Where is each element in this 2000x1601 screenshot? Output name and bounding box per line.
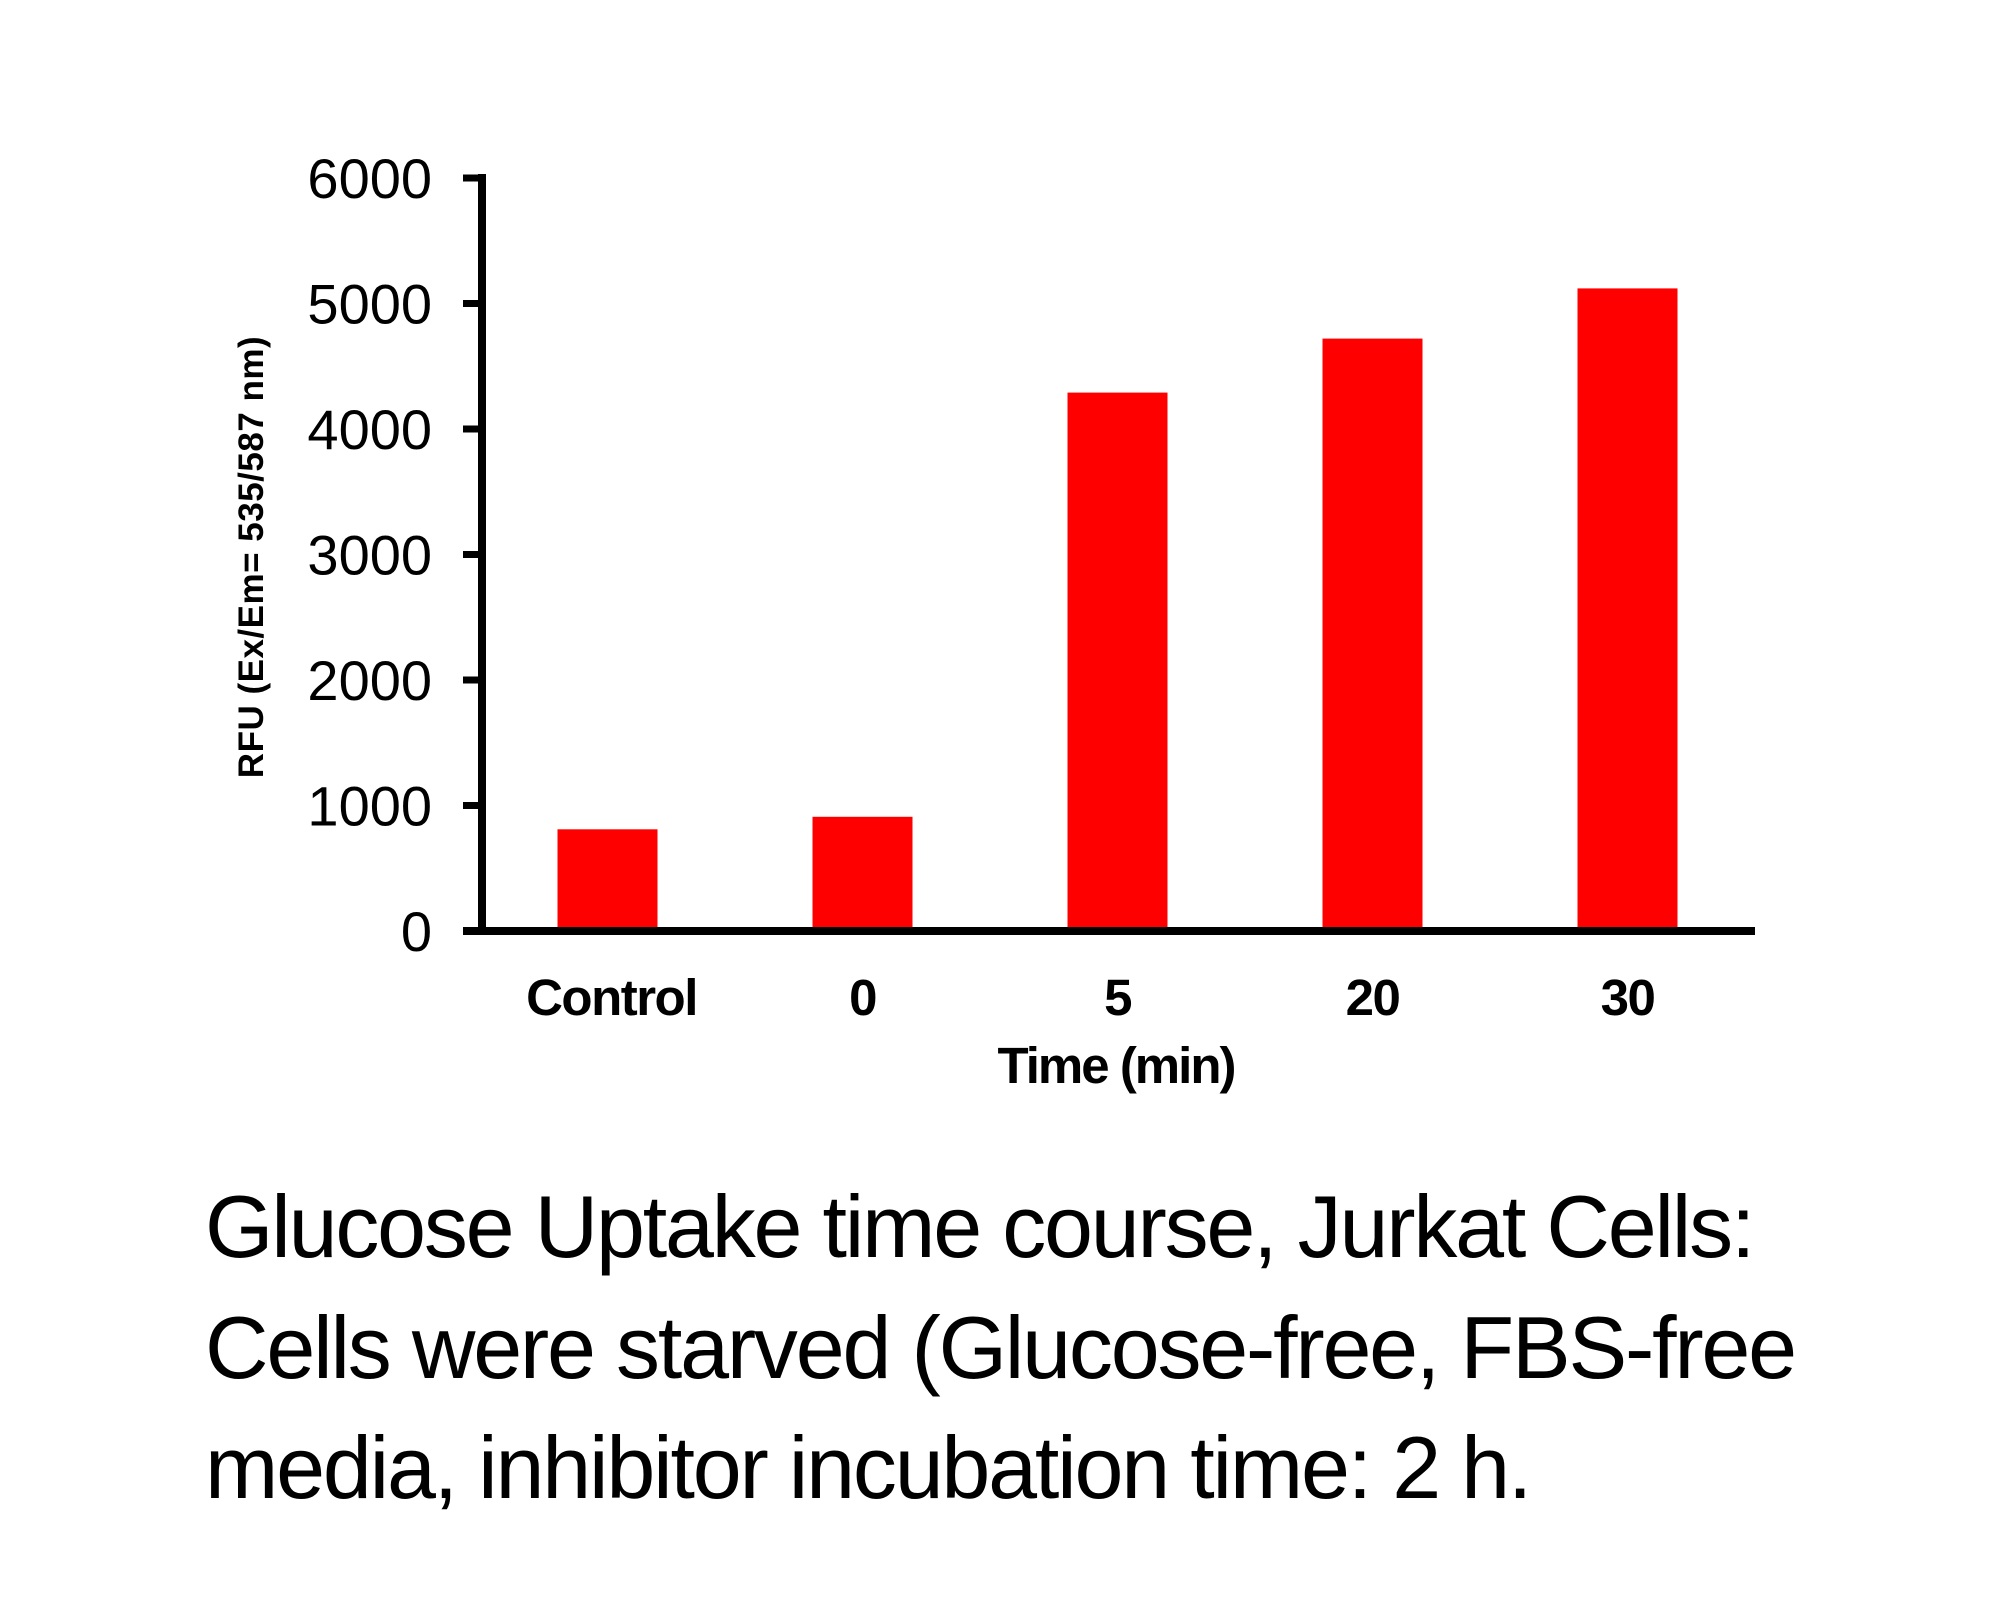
bar-5 bbox=[1067, 392, 1168, 932]
bar-0 bbox=[812, 816, 913, 931]
caption-line-1: Glucose Uptake time course, Jurkat Cells… bbox=[205, 1177, 1755, 1276]
x-tick-label: Control bbox=[526, 969, 697, 1026]
x-tick-label: 20 bbox=[1346, 969, 1400, 1026]
x-axis-category-labels: Control 0 5 20 30 bbox=[526, 969, 1656, 1026]
x-tick-label: 30 bbox=[1601, 969, 1655, 1026]
figure-caption: Glucose Uptake time course, Jurkat Cells… bbox=[205, 1167, 1995, 1529]
y-tick-label: 6000 bbox=[307, 147, 432, 210]
y-axis-ticks: 0 1000 2000 3000 4000 5000 6000 bbox=[307, 147, 482, 963]
y-tick-label: 1000 bbox=[307, 775, 432, 838]
bar-control bbox=[557, 829, 658, 931]
y-axis-title: RFU (Ex/Em= 535/587 nm) bbox=[232, 336, 271, 778]
y-tick-label: 3000 bbox=[307, 524, 432, 587]
y-tick-label: 0 bbox=[401, 900, 432, 963]
bars-group bbox=[557, 288, 1678, 932]
y-tick-label: 4000 bbox=[307, 398, 432, 461]
caption-line-3: media, inhibitor incubation time: 2 h. bbox=[205, 1418, 1532, 1517]
x-axis-title: Time (min) bbox=[998, 1037, 1235, 1094]
bar-30 bbox=[1577, 288, 1678, 931]
y-tick-label: 5000 bbox=[307, 273, 432, 336]
x-tick-label: 5 bbox=[1104, 969, 1131, 1026]
y-tick-label: 2000 bbox=[307, 649, 432, 712]
x-tick-label: 0 bbox=[849, 969, 876, 1026]
bar-20 bbox=[1322, 338, 1423, 932]
caption-line-2: Cells were starved (Glucose-free, FBS-fr… bbox=[205, 1297, 1797, 1397]
